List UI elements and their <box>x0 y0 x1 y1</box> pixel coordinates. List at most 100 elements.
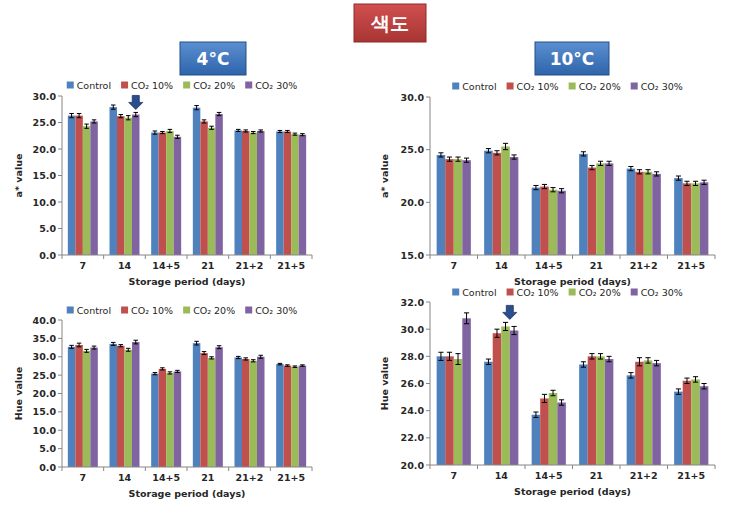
heading: 색도 <box>370 12 409 34</box>
bar <box>299 135 307 255</box>
y-tick <box>58 356 62 357</box>
bar <box>484 151 493 255</box>
bar <box>90 348 98 467</box>
error-bar <box>236 356 241 358</box>
y-tick-label: 0.0 <box>39 462 56 473</box>
bar <box>644 360 653 465</box>
y-tick-label: 0.0 <box>39 250 56 261</box>
y-axis-label: Hue value <box>13 367 24 421</box>
x-tick-label: 21 <box>201 260 214 271</box>
legend-label: CO₂ 30% <box>641 81 683 92</box>
x-tick <box>145 467 146 471</box>
bar <box>691 183 700 255</box>
x-tick <box>667 255 668 259</box>
bar <box>532 415 541 465</box>
y-tick-label: 35.0 <box>33 333 57 344</box>
error-bar <box>581 362 586 367</box>
bar <box>501 147 510 255</box>
bar <box>579 364 588 465</box>
error-bar <box>684 378 689 383</box>
error-bar <box>581 152 586 156</box>
error-bar <box>293 366 298 367</box>
legend-label: CO₂ 30% <box>255 80 297 91</box>
bar <box>174 371 182 467</box>
y-tick <box>426 329 430 330</box>
legend: ControlCO₂ 10%CO₂ 20%CO₂ 30% <box>67 80 298 91</box>
error-bar <box>607 161 612 165</box>
error-bar <box>84 124 89 128</box>
legend-swatch <box>507 83 514 90</box>
error-bar <box>168 129 173 132</box>
x-tick <box>620 465 621 469</box>
bar <box>700 182 709 255</box>
bar <box>510 331 519 465</box>
x-tick <box>103 255 104 259</box>
x-tick-label: 7 <box>80 472 87 483</box>
error-bar <box>494 329 499 337</box>
bar <box>291 134 299 255</box>
bar <box>284 132 292 255</box>
x-tick-label: 7 <box>450 260 457 271</box>
y-tick <box>58 411 62 412</box>
x-tick-label: 14 <box>495 260 509 271</box>
x-tick <box>62 255 63 259</box>
legend-label: Control <box>462 81 496 92</box>
x-axis-label: Storage period (days) <box>129 276 246 287</box>
error-bar <box>278 130 283 132</box>
legend-label: CO₂ 10% <box>131 305 173 316</box>
y-tick-label: 26.0 <box>401 378 425 389</box>
bar <box>557 403 566 465</box>
legend-label: CO₂ 10% <box>517 81 559 92</box>
y-tick-label: 32.0 <box>401 297 425 308</box>
y-axis-label: a* value <box>379 154 390 198</box>
x-tick-label: 14+5 <box>152 472 180 483</box>
error-bar <box>69 345 74 348</box>
error-bar <box>455 157 460 161</box>
bar <box>257 131 265 255</box>
error-bar <box>533 185 538 189</box>
bar <box>215 114 223 255</box>
error-bar <box>559 400 564 405</box>
error-bar <box>119 345 124 347</box>
y-tick-label: 15.0 <box>401 250 425 261</box>
legend-swatch <box>183 82 190 89</box>
error-bar <box>503 143 508 149</box>
error-bar <box>209 357 214 359</box>
bar <box>117 346 125 467</box>
bar <box>159 369 167 467</box>
legend-label: CO₂ 20% <box>193 80 235 91</box>
x-tick-label: 21+5 <box>277 472 305 483</box>
chart: 0.05.010.015.020.025.030.071414+52121+22… <box>13 80 312 287</box>
error-bar <box>194 106 199 110</box>
error-bar <box>285 365 290 366</box>
x-tick-label: 21 <box>201 472 214 483</box>
bar <box>75 345 83 467</box>
error-bar <box>126 116 131 120</box>
legend-swatch <box>183 307 190 314</box>
x-tick <box>430 255 431 259</box>
legend-label: Control <box>77 80 111 91</box>
y-tick-label: 15.0 <box>33 170 57 181</box>
error-bar <box>251 360 256 362</box>
y-tick <box>426 97 430 98</box>
x-tick <box>620 255 621 259</box>
column-header-box <box>535 42 609 75</box>
x-tick <box>145 255 146 259</box>
y-tick <box>426 356 430 357</box>
error-bar <box>684 181 689 185</box>
chart: 0.05.010.015.020.025.030.035.040.071414+… <box>13 305 312 499</box>
bar <box>235 357 243 467</box>
bar <box>437 155 446 255</box>
bar <box>462 160 471 255</box>
error-bar <box>512 155 517 159</box>
x-tick-label: 21+5 <box>677 260 705 271</box>
y-tick <box>426 383 430 384</box>
legend-label: CO₂ 20% <box>579 81 621 92</box>
error-bar <box>92 120 97 123</box>
y-tick-label: 25.0 <box>33 117 57 128</box>
error-bar <box>637 358 642 366</box>
y-tick <box>426 465 430 466</box>
x-tick-label: 21+5 <box>677 470 705 481</box>
bar <box>588 168 597 255</box>
legend-swatch <box>507 289 514 296</box>
